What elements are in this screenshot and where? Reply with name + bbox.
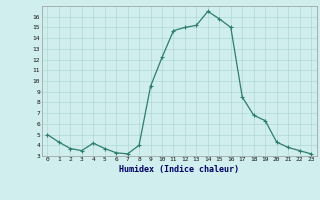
X-axis label: Humidex (Indice chaleur): Humidex (Indice chaleur): [119, 165, 239, 174]
